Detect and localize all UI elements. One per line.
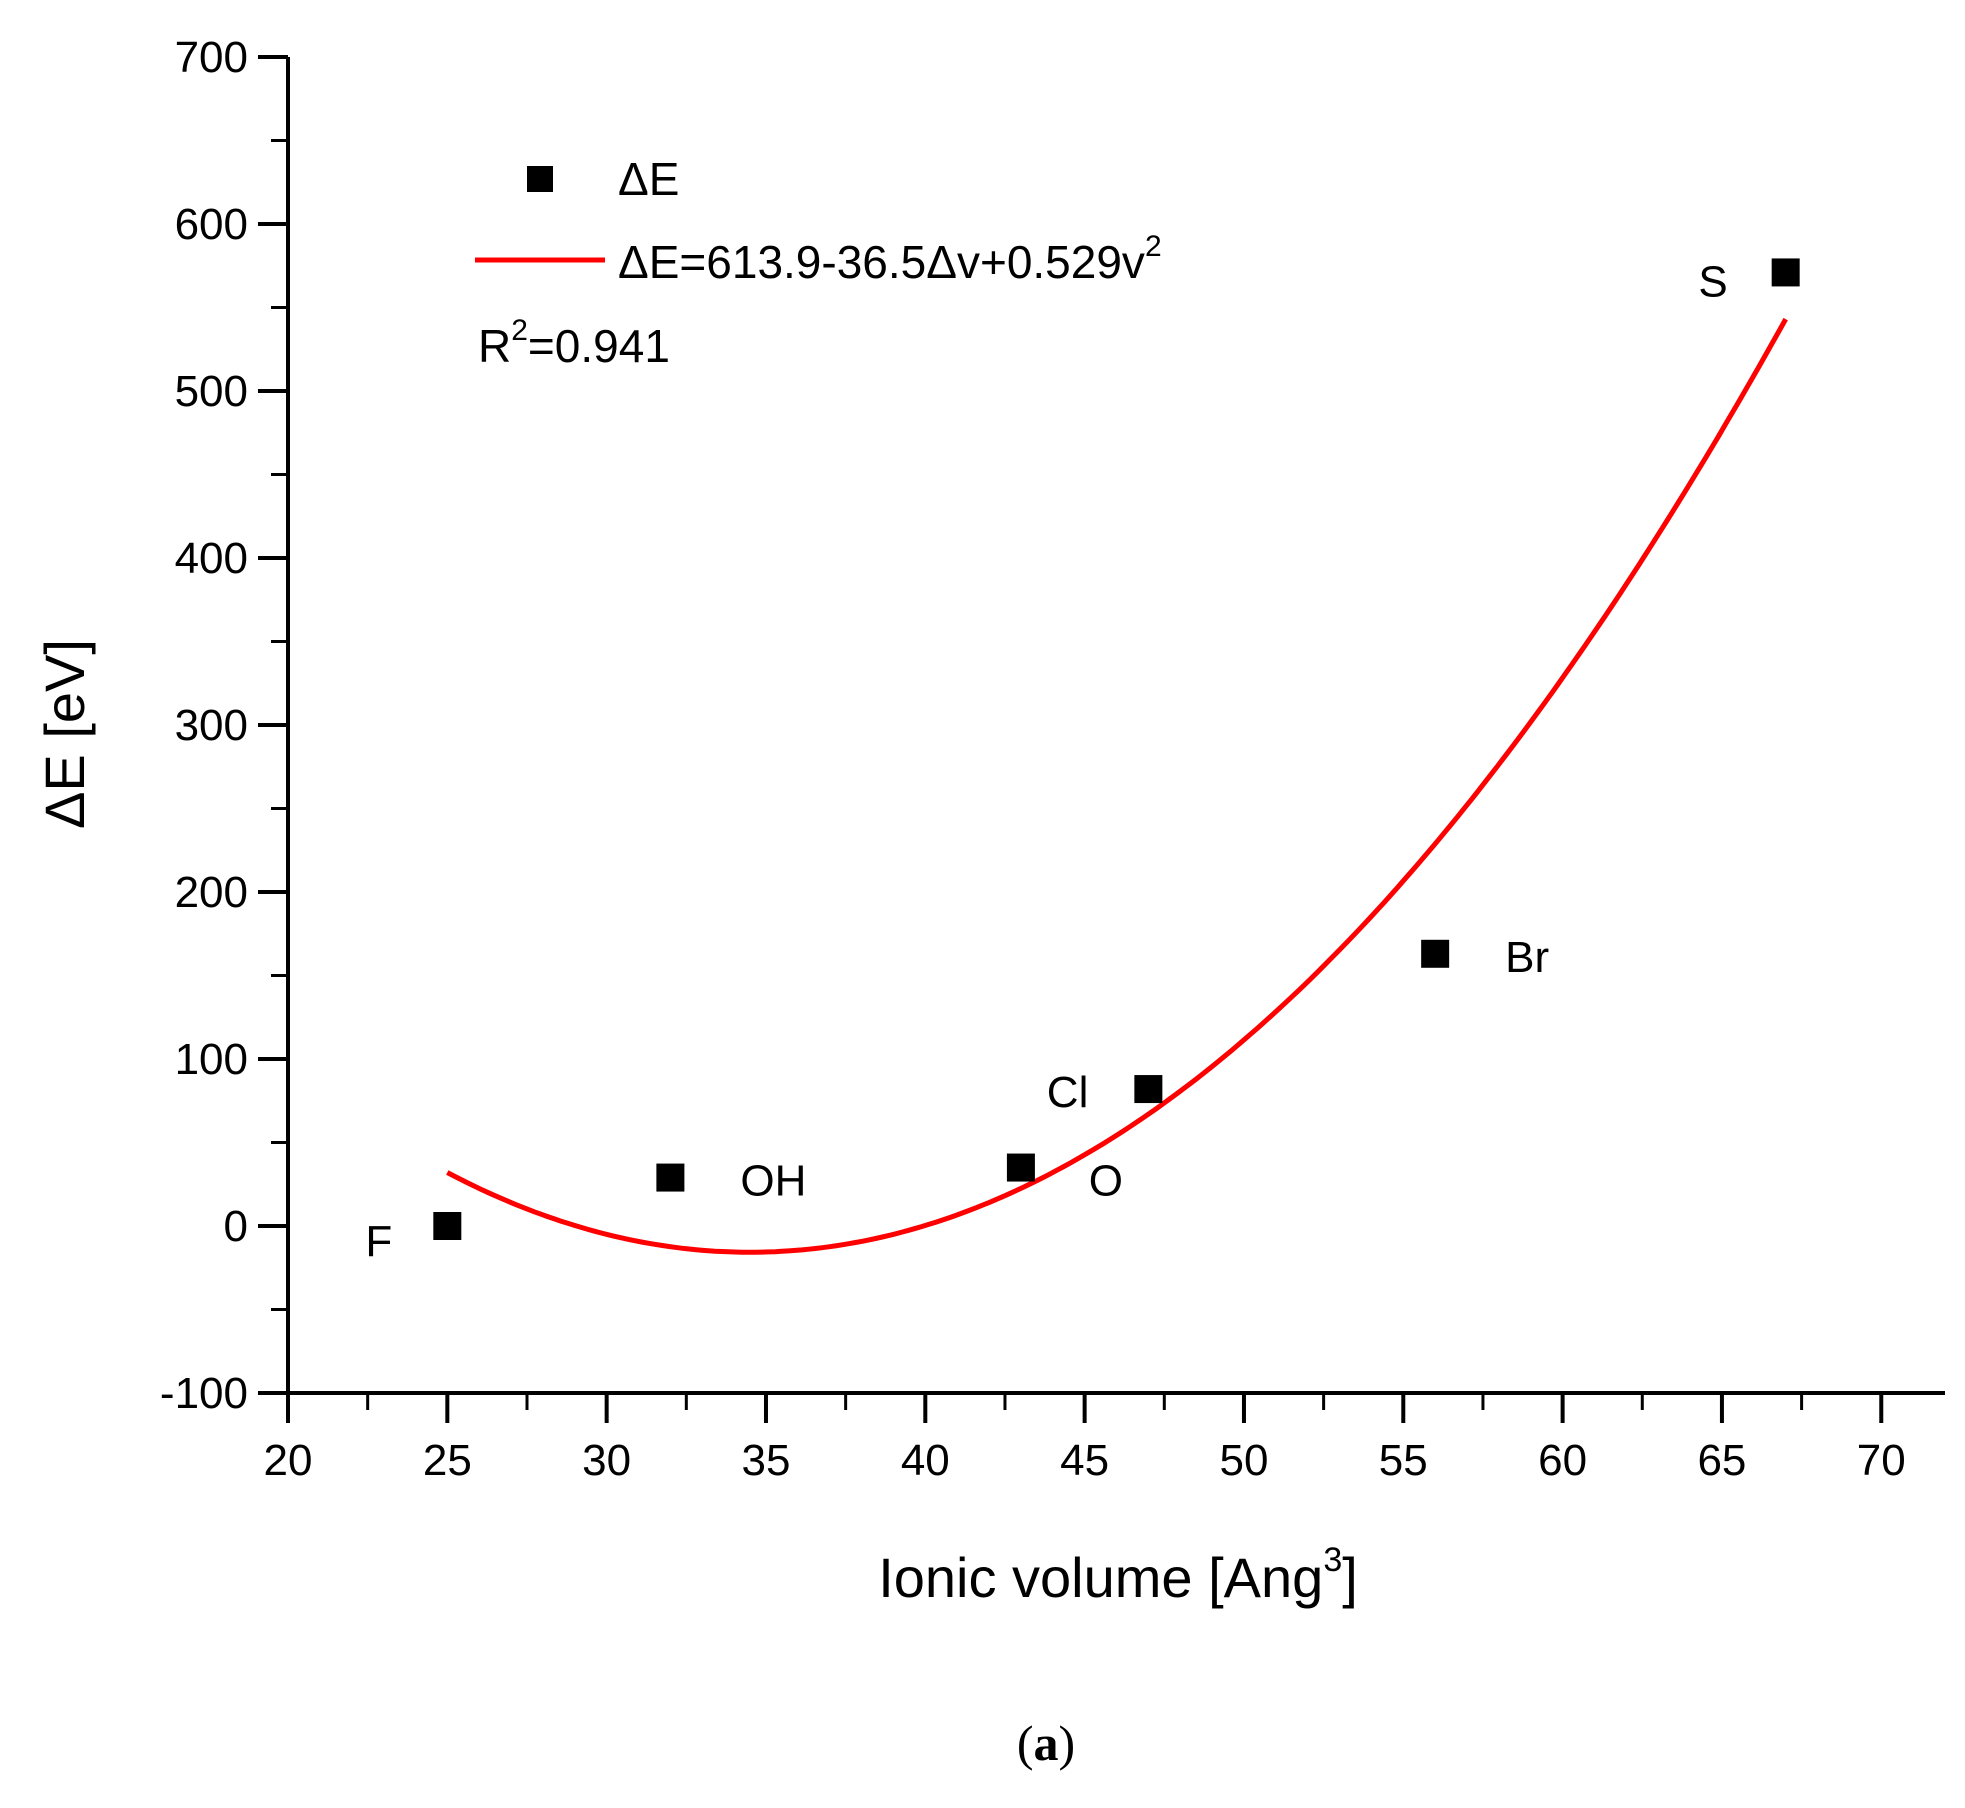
- y-tick-label: 100: [175, 1035, 248, 1084]
- data-points: F OH OCl Br S: [365, 257, 1800, 1266]
- y-tick-label: 600: [175, 200, 248, 249]
- y-tick-label: -100: [160, 1369, 248, 1418]
- x-axis-title: Ionic volume [Ang3]: [878, 1541, 1358, 1609]
- x-axis-title-text: Ionic volume [Ang: [878, 1546, 1323, 1609]
- r-squared-sup: 2: [511, 314, 528, 347]
- x-tick-label: 40: [901, 1436, 950, 1485]
- x-tick-label: 65: [1697, 1436, 1746, 1485]
- x-tick-label: 30: [582, 1436, 631, 1485]
- point-label-s: S: [1698, 257, 1727, 306]
- y-axis-title: ΔE [eV]: [33, 639, 96, 829]
- y-tick-label: 700: [175, 33, 248, 82]
- x-tick-label: 70: [1857, 1436, 1906, 1485]
- ticks: -100 0 100 200 300 400 500 600 700 20 25 30 35 40 45 50…: [160, 33, 1906, 1485]
- x-axis-title-end: ]: [1342, 1546, 1358, 1609]
- y-tick-label: 0: [224, 1202, 248, 1251]
- r-squared-annotation: R2=0.941: [478, 314, 670, 372]
- y-tick-label: 400: [175, 534, 248, 583]
- caption-close: ): [1059, 1715, 1076, 1771]
- x-axis-title-sup: 3: [1323, 1541, 1342, 1579]
- point-label-oh: OH: [740, 1157, 806, 1206]
- r-squared-prefix: R: [478, 320, 511, 372]
- data-point-o: [1006, 1153, 1035, 1182]
- legend: ΔE ΔE=613.9-36.5Δv+0.529v2 R2=0.941: [475, 153, 1162, 372]
- legend-marker-square: [527, 166, 553, 192]
- x-tick-label: 60: [1538, 1436, 1587, 1485]
- data-point-br: [1421, 939, 1450, 968]
- fit-curve-group: [446, 317, 1788, 1255]
- data-point-oh: [656, 1163, 685, 1192]
- point-label-cl: Cl: [1047, 1068, 1089, 1117]
- x-tick-label: 35: [742, 1436, 791, 1485]
- data-point-cl: [1134, 1075, 1163, 1104]
- point-label-f: F: [365, 1217, 392, 1266]
- legend-label-points: ΔE: [618, 153, 679, 205]
- legend-fit-text: ΔE=613.9-36.5Δv+0.529v: [618, 236, 1145, 288]
- legend-fit-sup: 2: [1145, 230, 1162, 263]
- point-label-br: Br: [1505, 933, 1549, 982]
- y-tick-label: 300: [175, 701, 248, 750]
- y-tick-label: 200: [175, 868, 248, 917]
- y-tick-label: 500: [175, 367, 248, 416]
- x-tick-label: 55: [1379, 1436, 1428, 1485]
- r-squared-value: =0.941: [528, 320, 670, 372]
- x-tick-label: 45: [1060, 1436, 1109, 1485]
- x-tick-label: 50: [1219, 1436, 1268, 1485]
- point-label-o: O: [1089, 1157, 1123, 1206]
- caption-open: (: [1017, 1715, 1034, 1771]
- data-point-f: [433, 1212, 462, 1240]
- figure-caption: (a): [1017, 1715, 1075, 1771]
- fit-curve: [446, 317, 1788, 1255]
- caption-letter: a: [1034, 1715, 1059, 1771]
- legend-label-fit: ΔE=613.9-36.5Δv+0.529v2: [618, 230, 1162, 288]
- data-point-s: [1771, 258, 1800, 287]
- x-tick-label: 20: [264, 1436, 313, 1485]
- x-tick-label: 25: [423, 1436, 472, 1485]
